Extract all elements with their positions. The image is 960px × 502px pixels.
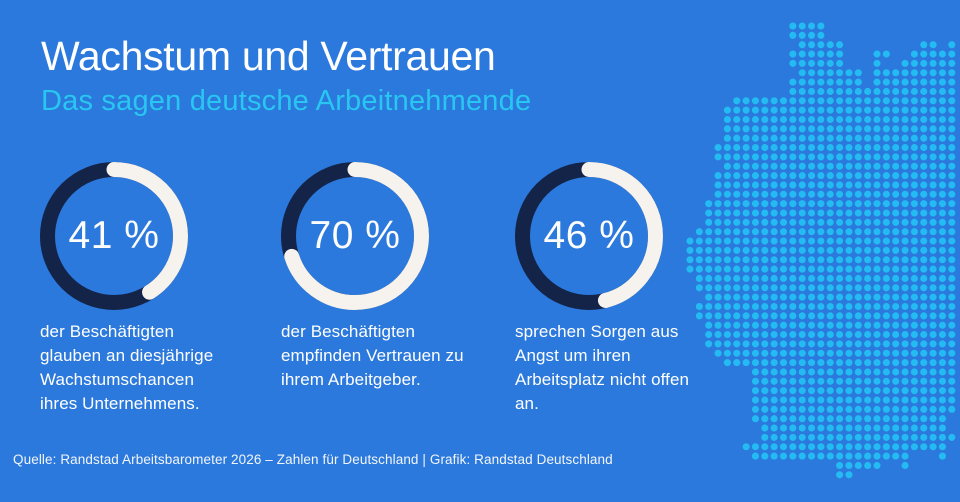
stat-column-growth: 41 % der Beschäftigten glauben an diesjä… (34, 156, 265, 416)
donut-progress-arc (40, 162, 188, 310)
source-credit: Quelle: Randstad Arbeitsbarometer 2026 –… (13, 452, 613, 467)
donut-chart: 41 % (34, 156, 194, 316)
donut-progress-arc (281, 162, 429, 310)
stat-column-trust: 70 % der Beschäftigten empfinden Vertrau… (275, 156, 506, 392)
stat-description: sprechen Sorgen aus Angst um ihren Arbei… (515, 322, 690, 413)
stat-value: 70 % (309, 214, 401, 257)
page-subtitle: Das sagen deutsche Arbeitnehmende (41, 85, 532, 117)
donut-chart-svg (40, 162, 188, 310)
stat-value: 46 % (543, 214, 635, 257)
stat-column-worries: 46 % sprechen Sorgen aus Angst um ihren … (509, 156, 740, 416)
donut-progress-arc (515, 162, 663, 310)
stat-description: der Beschäftigten glauben an diesjährige… (40, 322, 214, 413)
stat-value: 41 % (68, 214, 160, 257)
donut-chart: 46 % (509, 156, 669, 316)
donut-chart-svg (515, 162, 663, 310)
stat-description: der Beschäftigten empfinden Vertrauen zu… (281, 322, 464, 389)
header: Wachstum und Vertrauen Das sagen deutsch… (41, 33, 531, 118)
donut-chart: 70 % (275, 156, 435, 316)
donut-chart-svg (281, 162, 429, 310)
page-title: Wachstum und Vertrauen (41, 33, 496, 79)
